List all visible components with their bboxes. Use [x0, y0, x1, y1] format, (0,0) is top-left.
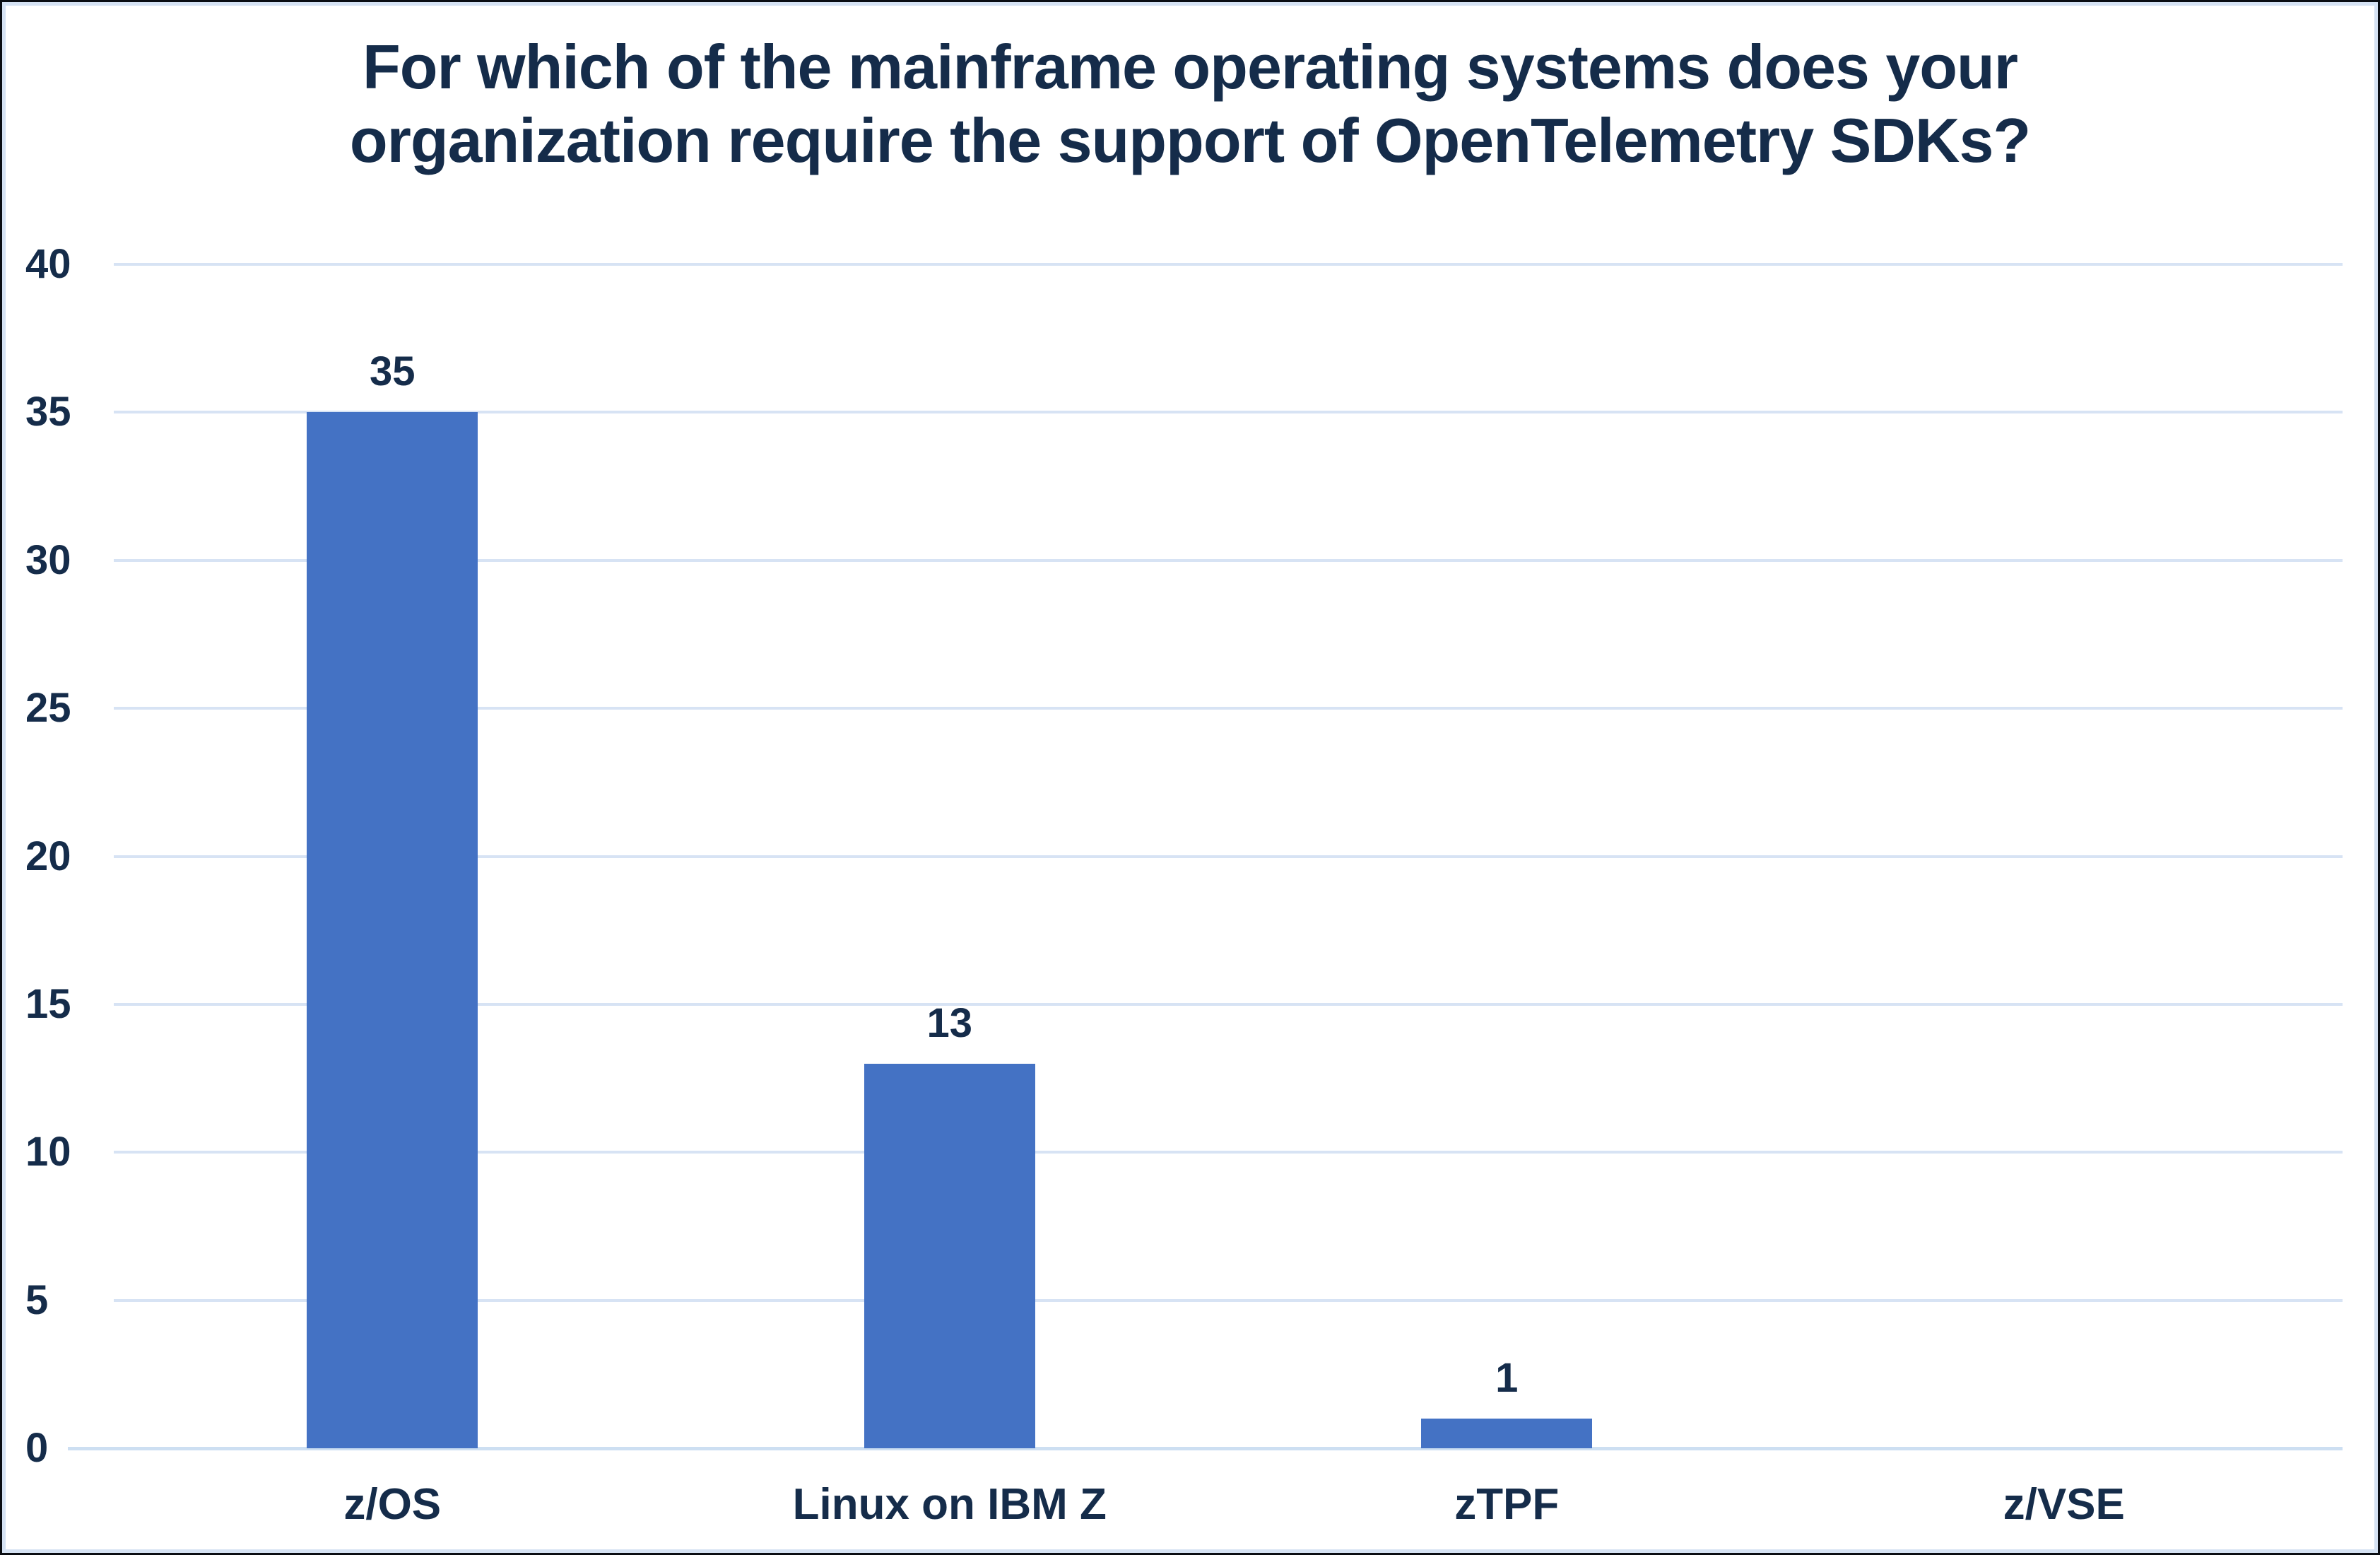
y-axis-tick-label-35: 35 — [25, 389, 71, 435]
y-axis-tick-label-10: 10 — [25, 1129, 71, 1175]
gridline-y-20 — [114, 855, 2343, 858]
bar-value-label-linux-on-ibm-z: 13 — [926, 999, 972, 1046]
y-axis-tick-label-5: 5 — [25, 1277, 49, 1323]
gridline-y-35 — [114, 411, 2343, 414]
y-axis-tick-label-0: 0 — [25, 1425, 49, 1471]
x-axis-category-label-ztpf: zTPF — [1454, 1480, 1560, 1529]
gridline-y-15 — [114, 1002, 2343, 1006]
bar-z-os — [307, 412, 478, 1448]
bar-value-label-z-os: 35 — [369, 348, 416, 395]
plot-area: 35 13 1 — [68, 263, 2343, 1450]
gridline-y-25 — [114, 707, 2343, 710]
x-axis-category-label-z-vse: z/VSE — [2003, 1480, 2125, 1529]
bar-value-label-ztpf: 1 — [1495, 1355, 1519, 1402]
y-axis-tick-label-30: 30 — [25, 536, 71, 583]
bar-linux-on-ibm-z — [864, 1063, 1035, 1448]
y-axis-tick-label-20: 20 — [25, 833, 71, 879]
gridline-y-40 — [114, 263, 2343, 266]
x-axis-line — [68, 1447, 2343, 1450]
gridline-y-30 — [114, 558, 2343, 562]
x-axis-category-label-linux-on-ibm-z: Linux on IBM Z — [792, 1480, 1107, 1529]
gridline-y-5 — [114, 1298, 2343, 1302]
y-axis-tick-label-40: 40 — [25, 241, 71, 287]
bar-ztpf — [1421, 1419, 1593, 1448]
gridline-y-10 — [114, 1151, 2343, 1154]
x-axis-category-label-z-os: z/OS — [343, 1480, 442, 1529]
chart-title: For which of the mainframe operating sys… — [349, 32, 2031, 175]
y-axis-tick-label-25: 25 — [25, 685, 71, 732]
y-axis-tick-label-15: 15 — [25, 980, 71, 1027]
